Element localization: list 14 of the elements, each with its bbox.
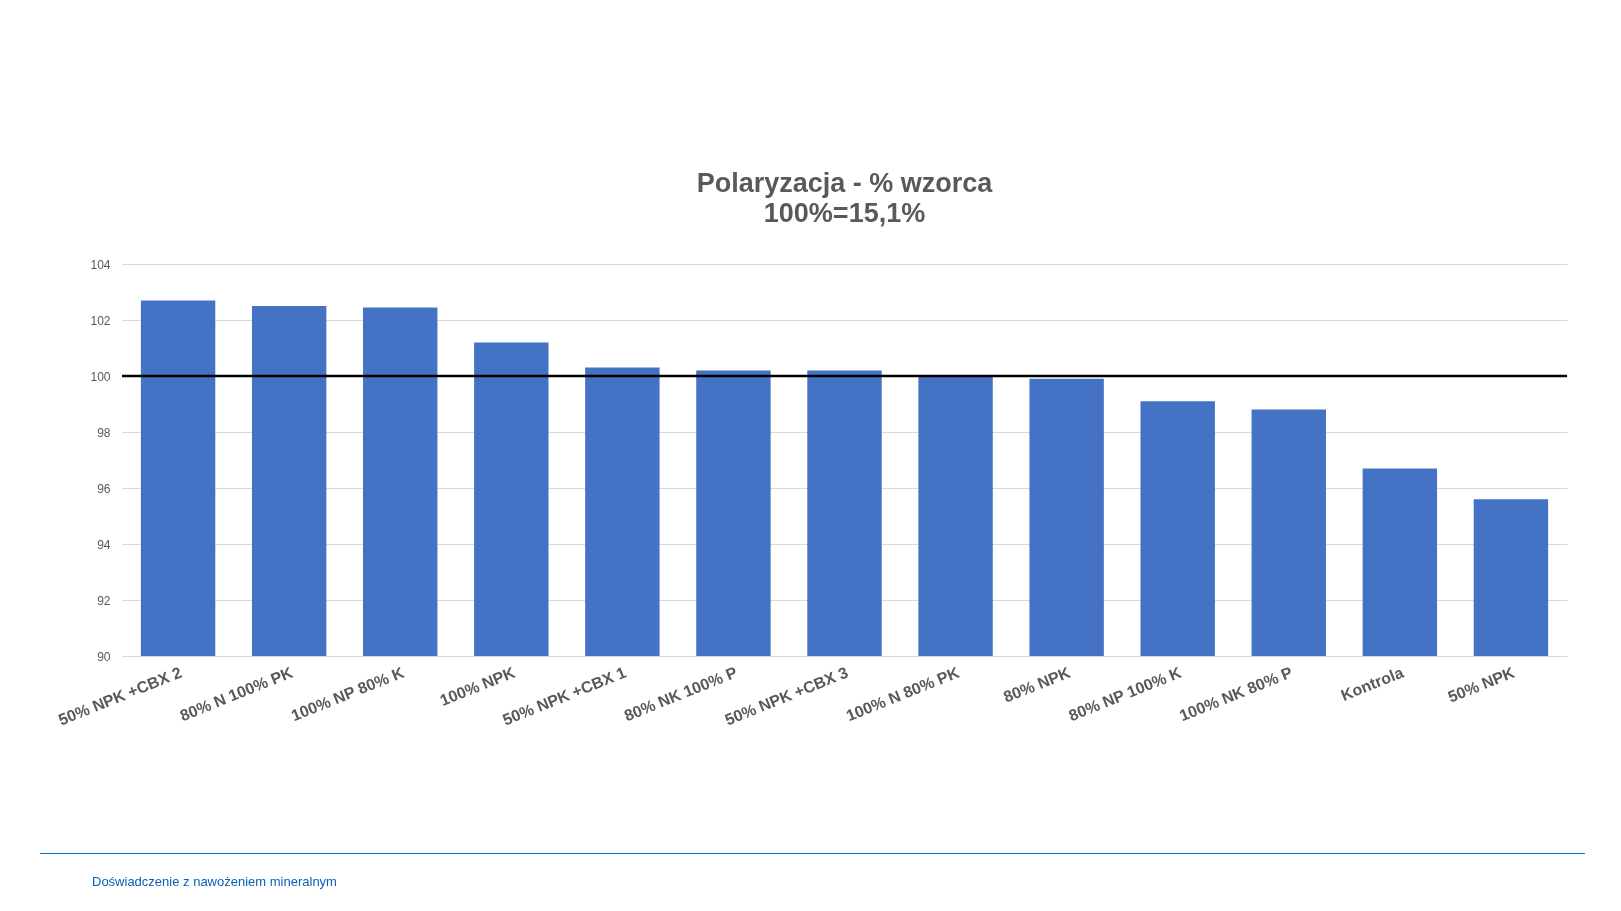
x-tick-label: 80% NPK (1001, 663, 1074, 706)
y-tick-label: 92 (97, 593, 111, 608)
y-tick-label: 104 (90, 257, 111, 272)
chart-title: Polaryzacja - % wzorca (696, 168, 994, 198)
y-tick-label: 100 (90, 369, 111, 384)
y-tick-label: 102 (90, 313, 111, 328)
y-tick-label: 94 (97, 537, 111, 552)
y-tick-label: 90 (97, 649, 111, 664)
y-tick-label: 98 (97, 425, 111, 440)
x-tick-label: 100% NPK (437, 663, 518, 709)
x-tick-label: 50% NPK (1445, 663, 1518, 706)
text: Doświadczenie z nawożeniem mineralnym (92, 874, 337, 889)
y-tick-label: 96 (97, 481, 111, 496)
chart-subtitle: 100%=15,1% (763, 198, 926, 228)
